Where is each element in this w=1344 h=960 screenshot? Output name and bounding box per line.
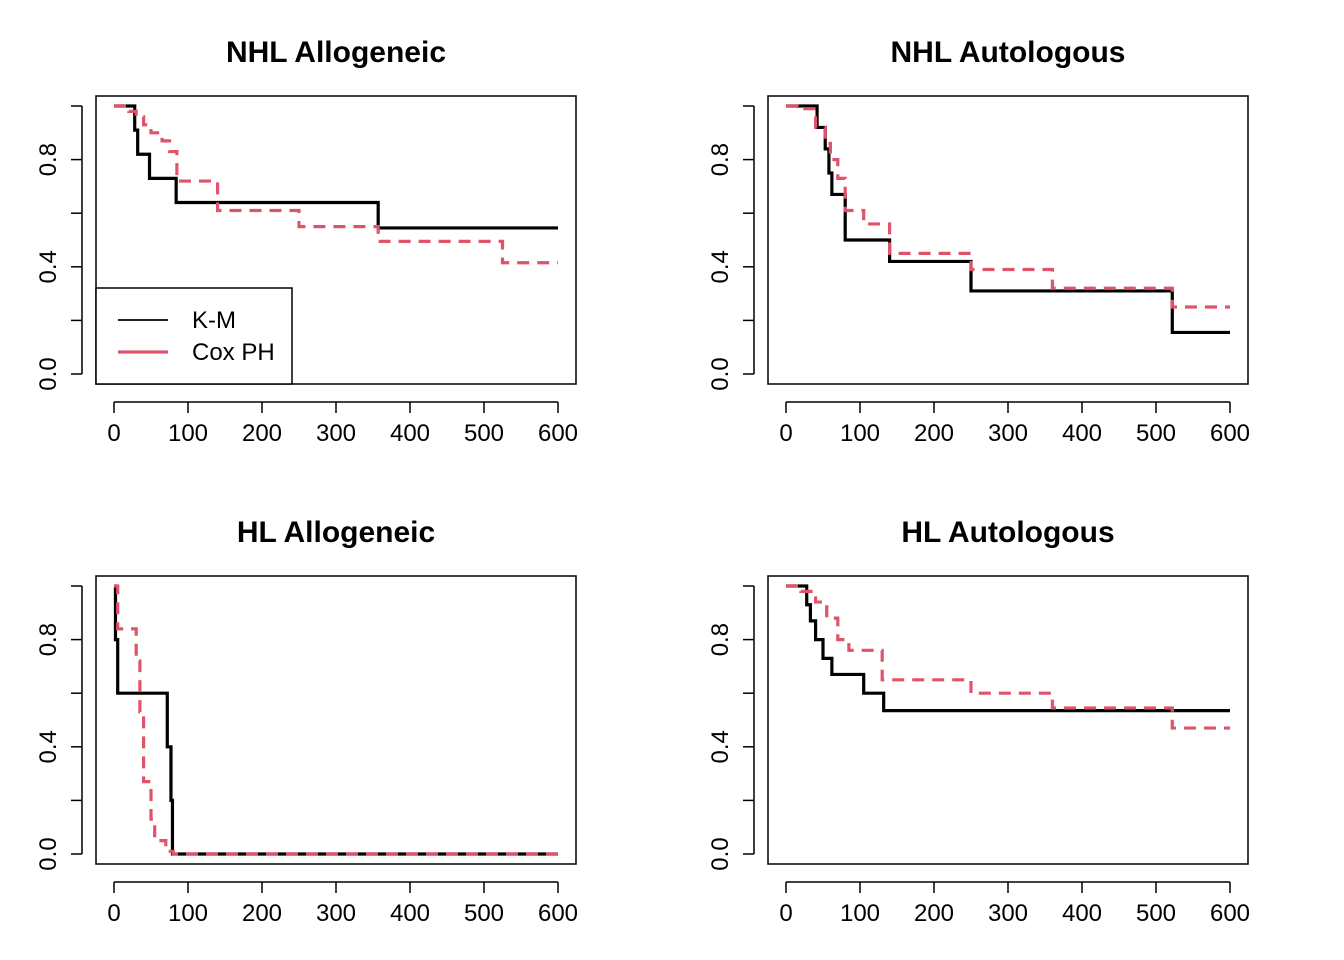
x-tick-label: 400 xyxy=(390,900,430,927)
y-axis: 0.0 0.4 0.8 xyxy=(35,585,83,871)
x-tick-label: 500 xyxy=(464,900,504,927)
y-axis: 0.0 0.4 0.8 xyxy=(707,105,755,391)
x-tick-label: 0 xyxy=(107,420,120,447)
x-tick-label: 100 xyxy=(840,900,880,927)
x-tick-label: 300 xyxy=(316,420,356,447)
y-tick-label: 0.0 xyxy=(35,837,62,870)
y-tick-label: 0.4 xyxy=(35,730,62,763)
plot-frame xyxy=(767,95,1249,385)
x-tick-label: 300 xyxy=(988,900,1028,927)
x-tick-label: 600 xyxy=(538,420,578,447)
y-tick-label: 0.8 xyxy=(35,143,62,176)
series-line-km xyxy=(114,104,558,230)
chart-title: NHL Allogeneic xyxy=(226,36,446,69)
x-axis: 0 100 200 300 400 500 600 xyxy=(107,401,578,447)
series-line-cox-ph xyxy=(114,104,558,265)
y-tick-label: 0.4 xyxy=(707,730,734,763)
x-tick-label: 400 xyxy=(1062,900,1102,927)
plot-frame xyxy=(95,575,577,865)
legend-label-km: K-M xyxy=(192,307,236,334)
series-line-cox-ph xyxy=(114,584,558,856)
y-axis: 0.0 0.4 0.8 xyxy=(35,105,83,391)
chart-title: NHL Autologous xyxy=(891,36,1126,69)
x-axis: 0 100 200 300 400 500 600 xyxy=(779,401,1250,447)
x-tick-label: 400 xyxy=(390,420,430,447)
x-tick-label: 300 xyxy=(988,420,1028,447)
y-tick-label: 0.8 xyxy=(35,623,62,656)
series-line-cox-ph xyxy=(786,104,1230,309)
plot-frame xyxy=(767,575,1249,865)
chart-title: HL Allogeneic xyxy=(237,516,435,549)
x-tick-label: 500 xyxy=(1136,420,1176,447)
series-line-km xyxy=(113,584,558,856)
x-tick-label: 200 xyxy=(914,900,954,927)
legend-box xyxy=(95,287,293,385)
x-axis: 0 100 200 300 400 500 600 xyxy=(779,881,1250,927)
y-tick-label: 0.8 xyxy=(707,623,734,656)
x-tick-label: 200 xyxy=(242,420,282,447)
x-tick-label: 400 xyxy=(1062,420,1102,447)
y-tick-label: 0.0 xyxy=(35,357,62,390)
series-line-km xyxy=(786,584,1230,713)
plot-frame xyxy=(95,95,577,385)
x-tick-label: 500 xyxy=(464,420,504,447)
y-tick-label: 0.0 xyxy=(707,357,734,390)
x-tick-label: 100 xyxy=(168,420,208,447)
y-tick-label: 0.4 xyxy=(707,250,734,283)
x-tick-label: 0 xyxy=(107,900,120,927)
x-tick-label: 600 xyxy=(538,900,578,927)
x-tick-label: 200 xyxy=(914,420,954,447)
x-tick-label: 100 xyxy=(168,900,208,927)
y-tick-label: 0.4 xyxy=(35,250,62,283)
x-tick-label: 300 xyxy=(316,900,356,927)
x-tick-label: 600 xyxy=(1210,900,1250,927)
legend: K-M Cox PH xyxy=(95,287,293,385)
x-axis: 0 100 200 300 400 500 600 xyxy=(107,881,578,927)
legend-label-cox-ph: Cox PH xyxy=(192,339,275,366)
y-tick-label: 0.8 xyxy=(707,143,734,176)
x-tick-label: 100 xyxy=(840,420,880,447)
y-axis: 0.0 0.4 0.8 xyxy=(707,585,755,871)
x-tick-label: 600 xyxy=(1210,420,1250,447)
series-line-cox-ph xyxy=(786,584,1230,730)
x-tick-label: 0 xyxy=(779,420,792,447)
y-tick-label: 0.0 xyxy=(707,837,734,870)
chart-title: HL Autologous xyxy=(901,516,1114,549)
x-tick-label: 200 xyxy=(242,900,282,927)
x-tick-label: 500 xyxy=(1136,900,1176,927)
series-line-km xyxy=(786,104,1230,335)
x-tick-label: 0 xyxy=(779,900,792,927)
